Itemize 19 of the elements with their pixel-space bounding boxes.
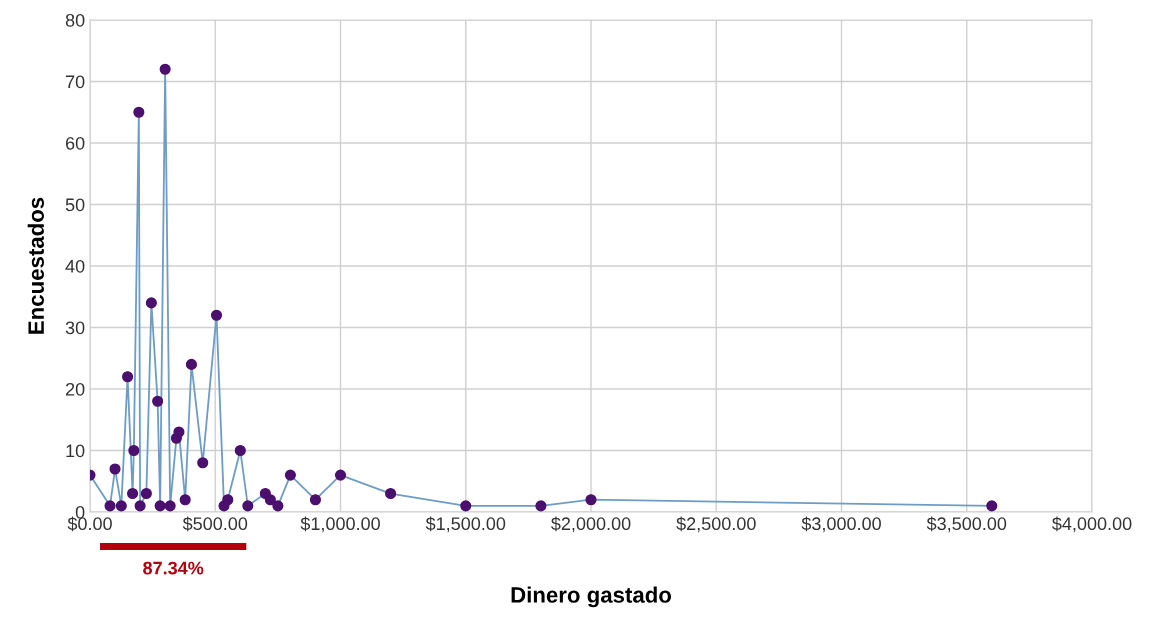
x-tick-label: $4,000.00 (1052, 516, 1132, 533)
x-axis-title: Dinero gastado (511, 586, 672, 608)
x-tick-label: $2,000.00 (551, 516, 631, 533)
y-tick-label: 70 (65, 75, 85, 89)
x-tick-label: $2,500.00 (676, 516, 756, 533)
y-tick-label: 60 (65, 136, 85, 150)
y-tick-label: 80 (65, 13, 85, 27)
x-tick-label: $500.00 (182, 516, 248, 532)
y-tick-label: 50 (65, 198, 85, 212)
x-tick-label: $1,000.00 (300, 516, 380, 533)
x-tick-label: $3,000.00 (801, 516, 881, 533)
y-axis-title: Encuestados (27, 197, 44, 334)
y-tick-label: 20 (65, 382, 85, 396)
y-tick-label: 30 (65, 321, 85, 335)
y-tick-label: 40 (65, 259, 85, 273)
x-tick-label: $1,500.00 (425, 516, 506, 533)
x-tick-label: $3,500.00 (926, 516, 1007, 533)
y-tick-label: 10 (66, 444, 85, 458)
text: 87.34% (143, 561, 204, 575)
